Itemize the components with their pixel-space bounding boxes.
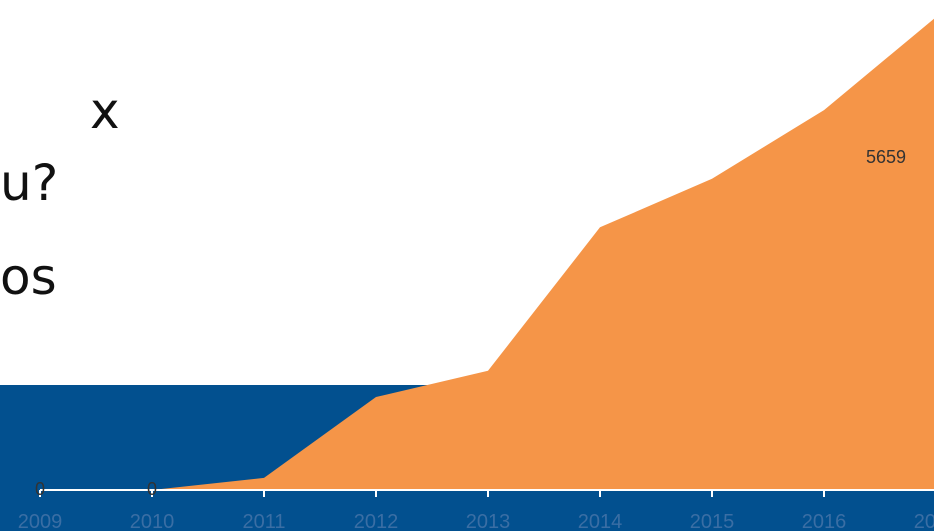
x-tick-label: 2017 [914,511,934,531]
x-tick-label: 2012 [354,511,399,531]
x-axis-tick-labels: 2009 2010 2011 2012 2013 2014 2015 2016 2017 [18,511,934,531]
area-series [40,18,934,490]
x-tick-label: 2013 [466,511,511,531]
value-label: 0 [35,479,45,499]
value-label: 5659 [866,147,906,167]
x-tick-label: 2011 [242,511,285,531]
x-tick-label: 2009 [18,511,63,531]
x-tick-label: 2010 [130,511,175,531]
value-label: 0 [147,479,157,499]
x-tick-label: 2016 [802,511,847,531]
x-tick-label: 2015 [690,511,735,531]
data-value-labels: 0 0 5659 [35,147,906,499]
x-axis-ticks [39,490,825,497]
x-tick-label: 2014 [578,511,623,531]
